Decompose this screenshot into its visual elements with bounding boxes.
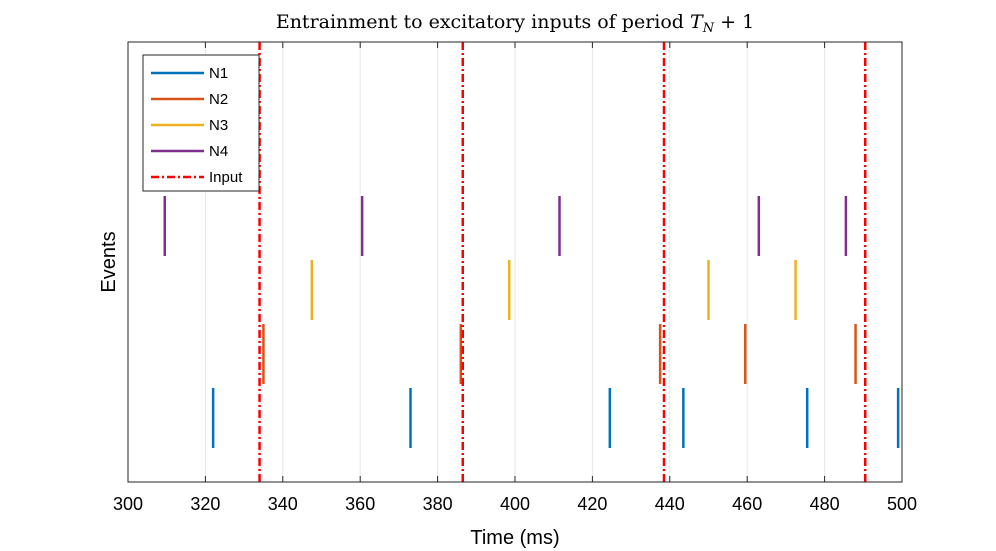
title-math-t: T [690,11,704,33]
x-tick-label: 500 [887,494,917,514]
x-tick-label: 320 [190,494,220,514]
legend: N1 N2 N3 N4 Input [142,54,260,192]
input-lines [258,42,867,482]
x-tick-label: 400 [500,494,530,514]
legend-label-input: Input [209,169,243,186]
y-axis-label: Events [98,231,120,292]
title-math-sub: N [702,21,715,36]
legend-label-n1: N1 [209,65,228,82]
x-axis-label: Time (ms) [470,527,559,549]
x-tick-label: 460 [732,494,762,514]
x-tick-label: 440 [655,494,685,514]
legend-label-n4: N4 [209,143,228,160]
legend-label-n3: N3 [209,117,228,134]
event-marks [163,196,900,448]
x-tick-label: 420 [577,494,607,514]
x-tick-label: 380 [423,494,453,514]
chart-title: Entrainment to excitatory inputs of peri… [276,11,754,36]
legend-box [142,54,260,192]
x-tick-label: 300 [113,494,143,514]
x-tick-label: 340 [268,494,298,514]
x-tick-label: 480 [810,494,840,514]
x-tick-label: 360 [345,494,375,514]
x-axis: 300 320 340 360 380 400 420 440 460 480 500 [113,42,917,514]
legend-label-n2: N2 [209,91,228,108]
title-text: Entrainment to excitatory inputs of peri… [276,11,684,33]
title-math-rest: + 1 [714,11,754,33]
